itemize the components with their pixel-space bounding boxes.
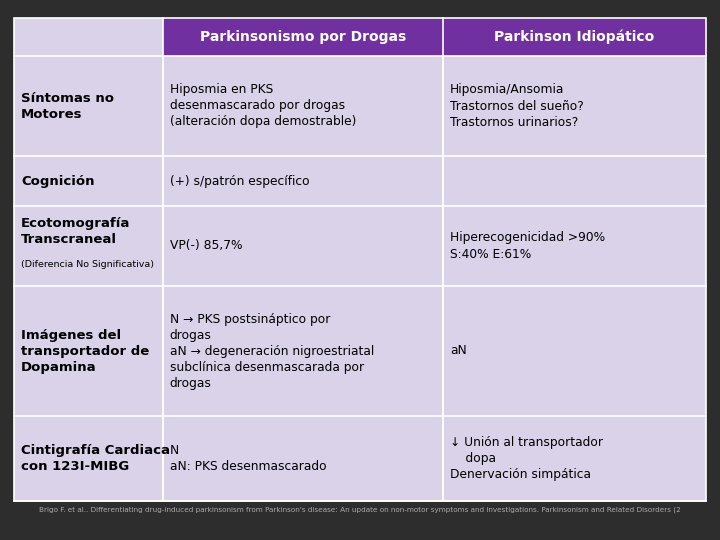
Text: ↓ Unión al transportador
    dopa
Denervación simpática: ↓ Unión al transportador dopa Denervació… (450, 436, 603, 481)
Text: Parkinsonismo por Drogas: Parkinsonismo por Drogas (199, 30, 406, 44)
Bar (14, 156, 163, 206)
Bar (14, 206, 163, 286)
Bar (14, 286, 163, 416)
Text: Cintigrafía Cardiaca
con 123I-MIBG: Cintigrafía Cardiaca con 123I-MIBG (21, 444, 170, 473)
Text: Brigo F. et al.. Differentiating drug-induced parkinsonism from Parkinson's dise: Brigo F. et al.. Differentiating drug-in… (39, 507, 681, 513)
Bar (163, 286, 443, 416)
Bar (443, 156, 706, 206)
Text: (+) s/patrón específico: (+) s/patrón específico (170, 174, 310, 187)
Bar (14, 416, 163, 501)
Bar (163, 56, 443, 156)
Text: Hiposmia/Ansomia
Trastornos del sueño?
Trastornos urinarios?: Hiposmia/Ansomia Trastornos del sueño? T… (450, 84, 584, 129)
Bar (443, 18, 706, 56)
Text: Imágenes del
transportador de
Dopamina: Imágenes del transportador de Dopamina (21, 328, 149, 374)
Text: Cognición: Cognición (21, 174, 94, 187)
Text: Hiposmia en PKS
desenmascarado por drogas
(alteración dopa demostrable): Hiposmia en PKS desenmascarado por droga… (170, 84, 356, 129)
Text: (Diferencia No Significativa): (Diferencia No Significativa) (21, 260, 154, 269)
Text: VP(-) 85,7%: VP(-) 85,7% (170, 240, 242, 253)
Text: N → PKS postsináptico por
drogas
aN → degeneración nigroestriatal
subclínica des: N → PKS postsináptico por drogas aN → de… (170, 313, 374, 389)
Text: N
aN: PKS desenmascarado: N aN: PKS desenmascarado (170, 444, 326, 473)
Bar (443, 206, 706, 286)
Bar (163, 18, 443, 56)
Bar (443, 56, 706, 156)
Bar (163, 156, 443, 206)
Bar (14, 18, 163, 56)
Bar (163, 206, 443, 286)
Bar (443, 286, 706, 416)
Bar (14, 56, 163, 156)
Text: Síntomas no
Motores: Síntomas no Motores (21, 91, 114, 120)
Bar (14, 18, 706, 501)
Text: aN: aN (450, 345, 467, 357)
Bar (163, 416, 443, 501)
Text: Parkinson Idiopático: Parkinson Idiopático (495, 30, 654, 44)
Text: Ecotomografía
Transcraneal: Ecotomografía Transcraneal (21, 217, 130, 246)
Bar (443, 416, 706, 501)
Text: Hiperecogenicidad >90%
S:40% E:61%: Hiperecogenicidad >90% S:40% E:61% (450, 232, 606, 260)
